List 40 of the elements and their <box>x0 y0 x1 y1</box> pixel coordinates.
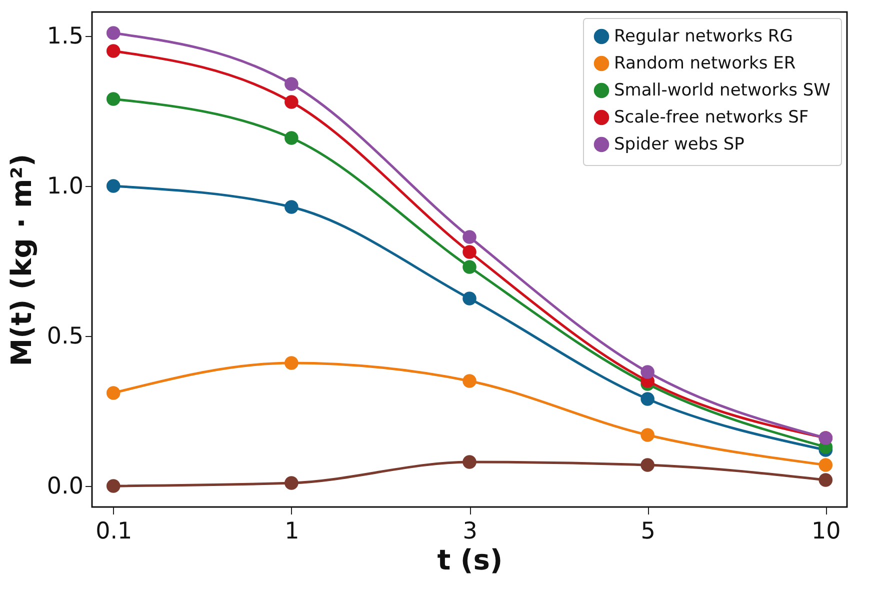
x-tick-label: 1 <box>284 518 300 544</box>
point <box>462 455 476 469</box>
point <box>106 386 120 400</box>
point <box>284 356 298 370</box>
legend-label: Regular networks RG <box>614 26 793 46</box>
y-axis-title: M(t) (kg · m²) <box>4 154 38 366</box>
point <box>462 292 476 306</box>
point <box>462 245 476 259</box>
y-tick-label: 0.0 <box>46 474 84 500</box>
legend-label: Small-world networks SW <box>614 80 831 100</box>
point <box>462 230 476 244</box>
point <box>284 77 298 91</box>
point <box>106 179 120 193</box>
point <box>640 392 654 406</box>
point <box>284 95 298 109</box>
y-tick-label: 0.5 <box>46 324 84 350</box>
point <box>106 44 120 58</box>
point <box>284 200 298 214</box>
point <box>462 260 476 274</box>
point <box>106 479 120 493</box>
legend-label: Random networks ER <box>614 54 796 74</box>
x-tick-label: 10 <box>811 518 841 544</box>
legend-label: Spider webs SP <box>614 134 744 154</box>
point <box>640 428 654 442</box>
x-axis-title: t (s) <box>437 544 503 576</box>
point <box>106 92 120 106</box>
point <box>640 458 654 472</box>
legend-label: Scale-free networks SF <box>614 108 809 128</box>
point <box>284 131 298 145</box>
y-tick-label: 1.5 <box>46 24 84 50</box>
y-tick-label: 1.0 <box>46 174 84 200</box>
point <box>106 26 120 40</box>
point <box>818 458 833 472</box>
x-tick-label: 5 <box>640 518 656 544</box>
x-tick-label: 0.1 <box>96 518 132 544</box>
point <box>462 374 476 388</box>
point <box>818 473 833 487</box>
point <box>284 476 298 490</box>
x-tick-label: 3 <box>462 518 478 544</box>
point <box>640 365 654 379</box>
